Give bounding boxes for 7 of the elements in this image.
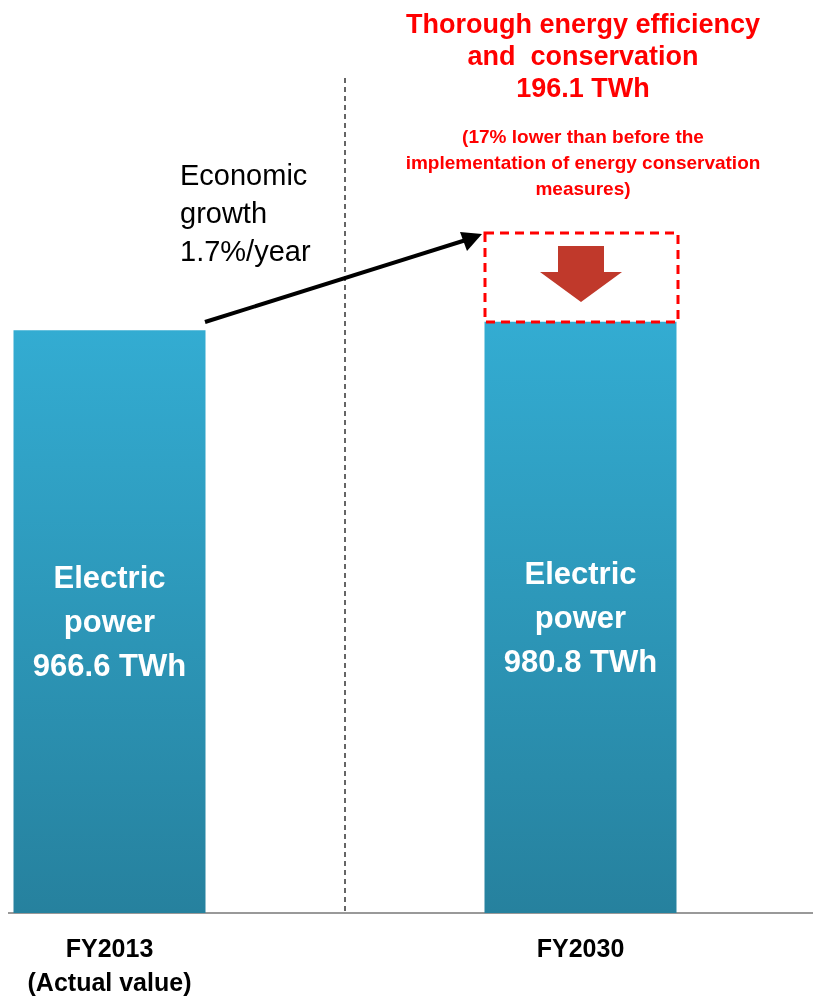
- x-tick-label: FY2013 (Actual value): [27, 934, 192, 996]
- x-tick-label: FY2030: [536, 934, 625, 962]
- data-label: Electric power 980.8 TWh: [503, 555, 658, 679]
- text: Thorough energy efficiency and conservation 196.1 TWh: [404, 8, 762, 104]
- text: Economic growth 1.7%/year: [180, 158, 312, 269]
- text: (17% lower than before the implementation of energy conservation measures): [404, 125, 762, 201]
- data-label: Electric power 966.6 TWh: [32, 560, 187, 684]
